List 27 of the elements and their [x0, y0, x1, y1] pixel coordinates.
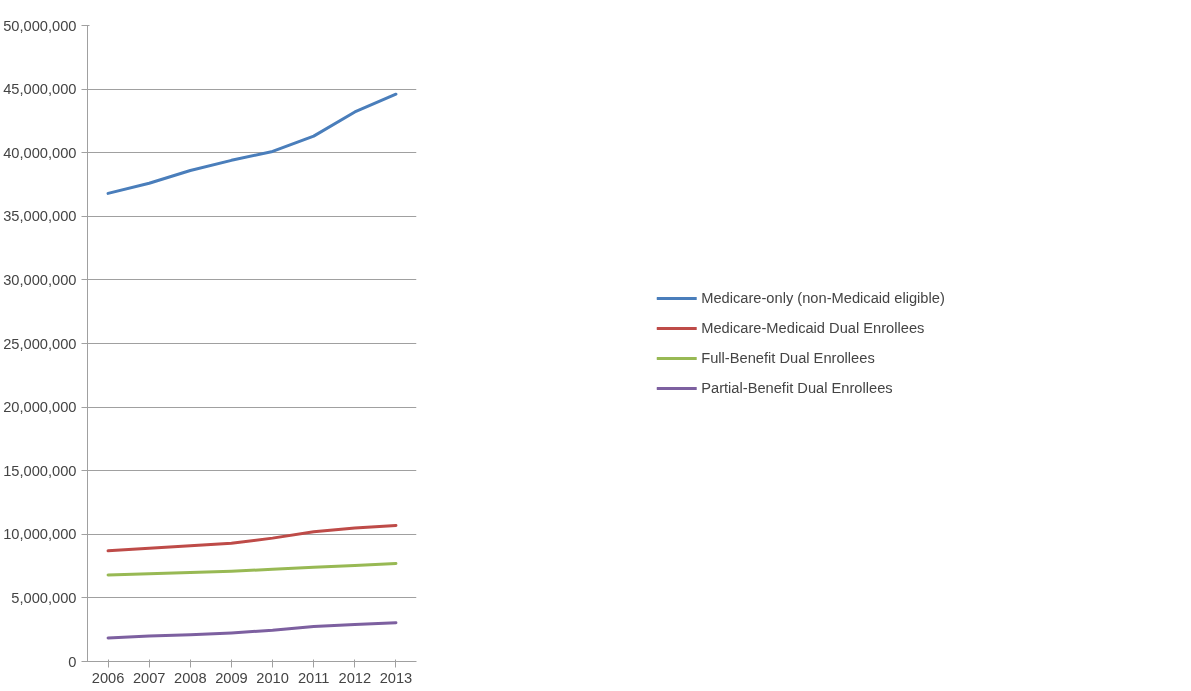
y-tick-label: 45,000,000	[3, 81, 77, 98]
x-tick-label: 2006	[91, 669, 125, 686]
x-tick-label: 2012	[338, 669, 372, 686]
y-tick-label: 35,000,000	[3, 208, 77, 225]
x-tick-label: 2007	[132, 669, 166, 686]
y-tick-label: 20,000,000	[3, 399, 77, 416]
y-tick-label: 40,000,000	[3, 144, 77, 161]
legend-label: Full-Benefit Dual Enrollees	[701, 350, 875, 366]
x-tick-label: 2008	[174, 669, 207, 686]
line-series	[106, 92, 398, 195]
y-tick-label: 10,000,000	[3, 526, 77, 543]
x-tick-label: 2010	[256, 669, 289, 686]
y-tick-label: 0	[68, 653, 77, 670]
y-tick-label: 30,000,000	[3, 271, 77, 288]
x-tick-label: 2013	[379, 669, 413, 686]
legend-label: Medicare-only (non-Medicaid eligible)	[701, 290, 945, 306]
line-series	[106, 621, 398, 640]
y-tick-label: 15,000,000	[3, 462, 77, 479]
line-series	[106, 562, 398, 577]
y-tick-label: 50,000,000	[3, 17, 77, 34]
legend-label: Medicare-Medicaid Dual Enrollees	[701, 320, 925, 336]
x-tick-label: 2009	[215, 669, 248, 686]
legend-label: Partial-Benefit Dual Enrollees	[701, 380, 893, 396]
line-series	[106, 523, 398, 553]
x-tick-label: 2011	[297, 669, 330, 686]
y-tick-label: 5,000,000	[11, 589, 77, 606]
y-tick-label: 25,000,000	[3, 335, 77, 352]
